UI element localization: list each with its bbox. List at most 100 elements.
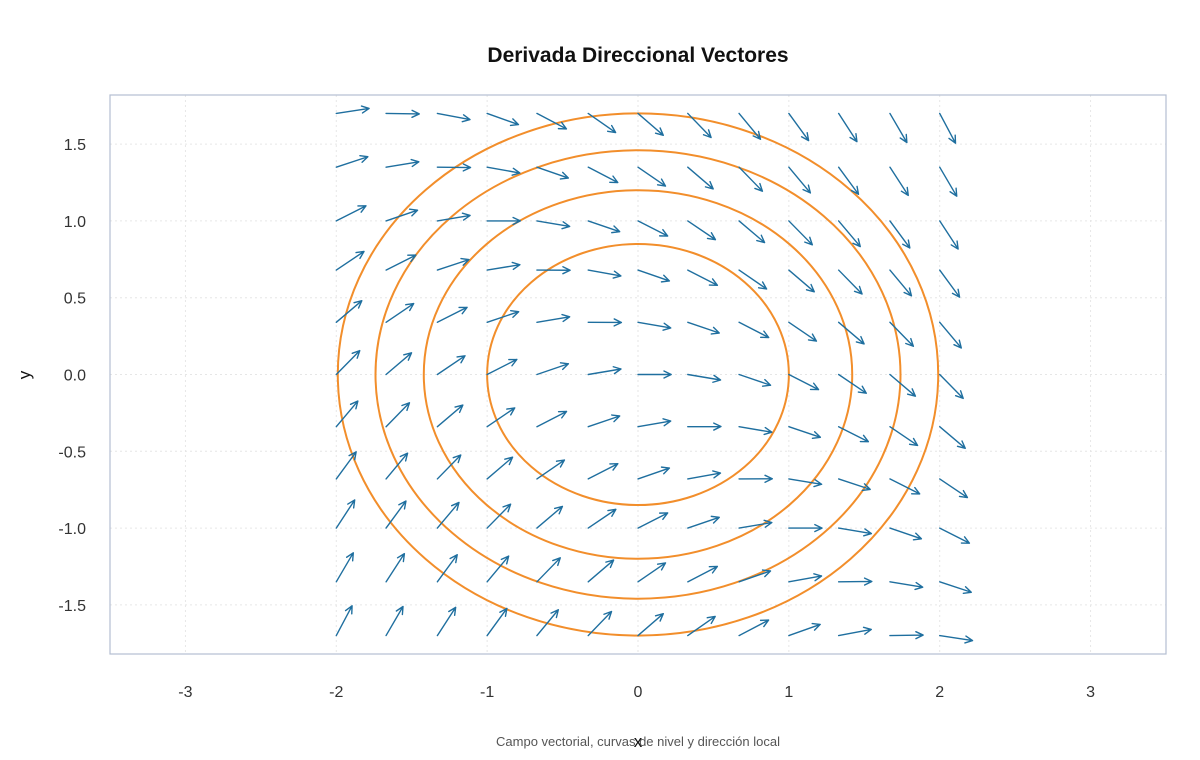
vector-arrow [436, 554, 458, 583]
vector-arrow [738, 474, 773, 483]
vector-arrow [889, 426, 919, 447]
y-tick-labels: -1.5 -1.0 -0.5 0.0 0.5 1.0 1.5 [58, 137, 86, 615]
vector-arrow [436, 257, 470, 271]
vector-arrow [687, 269, 719, 287]
vector-arrow [837, 269, 863, 295]
vector-arrow [637, 418, 672, 428]
vector-arrow [536, 505, 564, 529]
vector-arrow [335, 499, 356, 529]
vector-arrow [637, 269, 671, 283]
vector-arrow [837, 577, 873, 586]
vector-arrow [637, 466, 671, 480]
vector-arrow [486, 261, 521, 271]
vector-arrow [889, 373, 917, 397]
x-tick-label: 2 [935, 684, 944, 701]
vector-arrow [939, 321, 962, 349]
y-axis-label: y [15, 370, 34, 379]
vector-arrow [436, 501, 460, 529]
vector-arrow [385, 302, 415, 323]
vector-arrow [637, 220, 669, 237]
vector-arrow [837, 321, 865, 345]
vector-arrow [939, 581, 972, 595]
vector-arrow [939, 478, 969, 499]
contour-line [422, 189, 854, 560]
vector-arrow [687, 112, 712, 139]
x-tick-label: -3 [178, 684, 192, 701]
vector-arrow [587, 112, 617, 134]
vector-arrow [788, 269, 815, 293]
vector-arrow [486, 555, 510, 583]
vector-arrow [335, 605, 353, 637]
vector-arrow [385, 158, 420, 168]
vector-arrow [738, 426, 773, 436]
y-tick-label: -1.0 [58, 521, 86, 538]
vector-arrow [587, 462, 619, 480]
vector-arrow [587, 220, 621, 234]
vector-arrow [788, 220, 814, 246]
vector-arrow [687, 220, 717, 241]
x-tick-label: 1 [784, 684, 793, 701]
vector-arrow [335, 400, 359, 428]
vector-arrow [788, 166, 812, 194]
vector-arrow [486, 358, 518, 376]
vector-arrow [587, 508, 617, 529]
vector-arrow [385, 500, 407, 529]
vector-arrow [385, 452, 409, 480]
vector-arrow [788, 523, 823, 533]
x-tick-label: 0 [634, 684, 643, 701]
vector-arrow [486, 503, 512, 529]
vector-arrow [335, 451, 357, 480]
vector-arrow [939, 269, 961, 298]
vector-arrow [687, 373, 722, 383]
vector-arrow [587, 559, 615, 583]
vector-arrow [637, 612, 664, 637]
vector-arrow [788, 321, 818, 342]
vector-arrow [536, 266, 571, 275]
vector-arrow [536, 557, 561, 583]
x-tick-labels: -3 -2 -1 0 1 2 3 [178, 684, 1095, 701]
vector-arrow [637, 562, 667, 583]
vector-arrow [837, 112, 858, 143]
vector-arrow [889, 478, 921, 495]
vector-arrow [687, 321, 720, 335]
y-tick-label: -1.5 [58, 598, 86, 615]
vector-arrow [738, 373, 772, 387]
vector-arrow [687, 422, 722, 431]
vector-arrow [385, 402, 411, 428]
vector-arrow [335, 250, 365, 271]
vector-arrow [436, 404, 464, 428]
vector-arrow [889, 112, 908, 144]
vector-arrow [436, 212, 471, 222]
vector-arrow [486, 216, 522, 226]
vector-arrow [788, 373, 820, 391]
vector-arrows [335, 105, 974, 644]
vector-arrow [837, 373, 867, 394]
vector-arrow [939, 426, 966, 449]
y-tick-label: 1.5 [64, 137, 86, 154]
vector-arrow [536, 362, 570, 376]
vector-arrow [687, 515, 720, 529]
vector-arrow [788, 426, 822, 440]
vector-arrow [637, 512, 669, 529]
grid-lines [110, 95, 1166, 654]
vector-arrow [335, 205, 367, 222]
x-tick-label: -1 [480, 684, 494, 701]
chart-caption: Campo vectorial, curvas de nivel y direc… [496, 734, 780, 749]
y-tick-label: 0.0 [64, 368, 86, 385]
vector-arrow [587, 318, 623, 327]
vector-arrow [889, 527, 923, 541]
vector-arrow [536, 166, 570, 180]
vector-arrow [738, 269, 768, 290]
vector-arrow [385, 552, 406, 583]
vector-arrow [637, 166, 667, 187]
vector-arrow [486, 407, 516, 428]
vector-arrow [436, 163, 472, 172]
vector-arrow [587, 414, 621, 428]
vector-arrow [536, 410, 568, 428]
vector-arrow [536, 313, 571, 323]
vector-arrow [436, 112, 471, 123]
vector-arrow [385, 254, 417, 271]
vector-arrow [738, 321, 770, 339]
vector-arrow [837, 166, 860, 195]
vector-arrow [486, 112, 520, 127]
